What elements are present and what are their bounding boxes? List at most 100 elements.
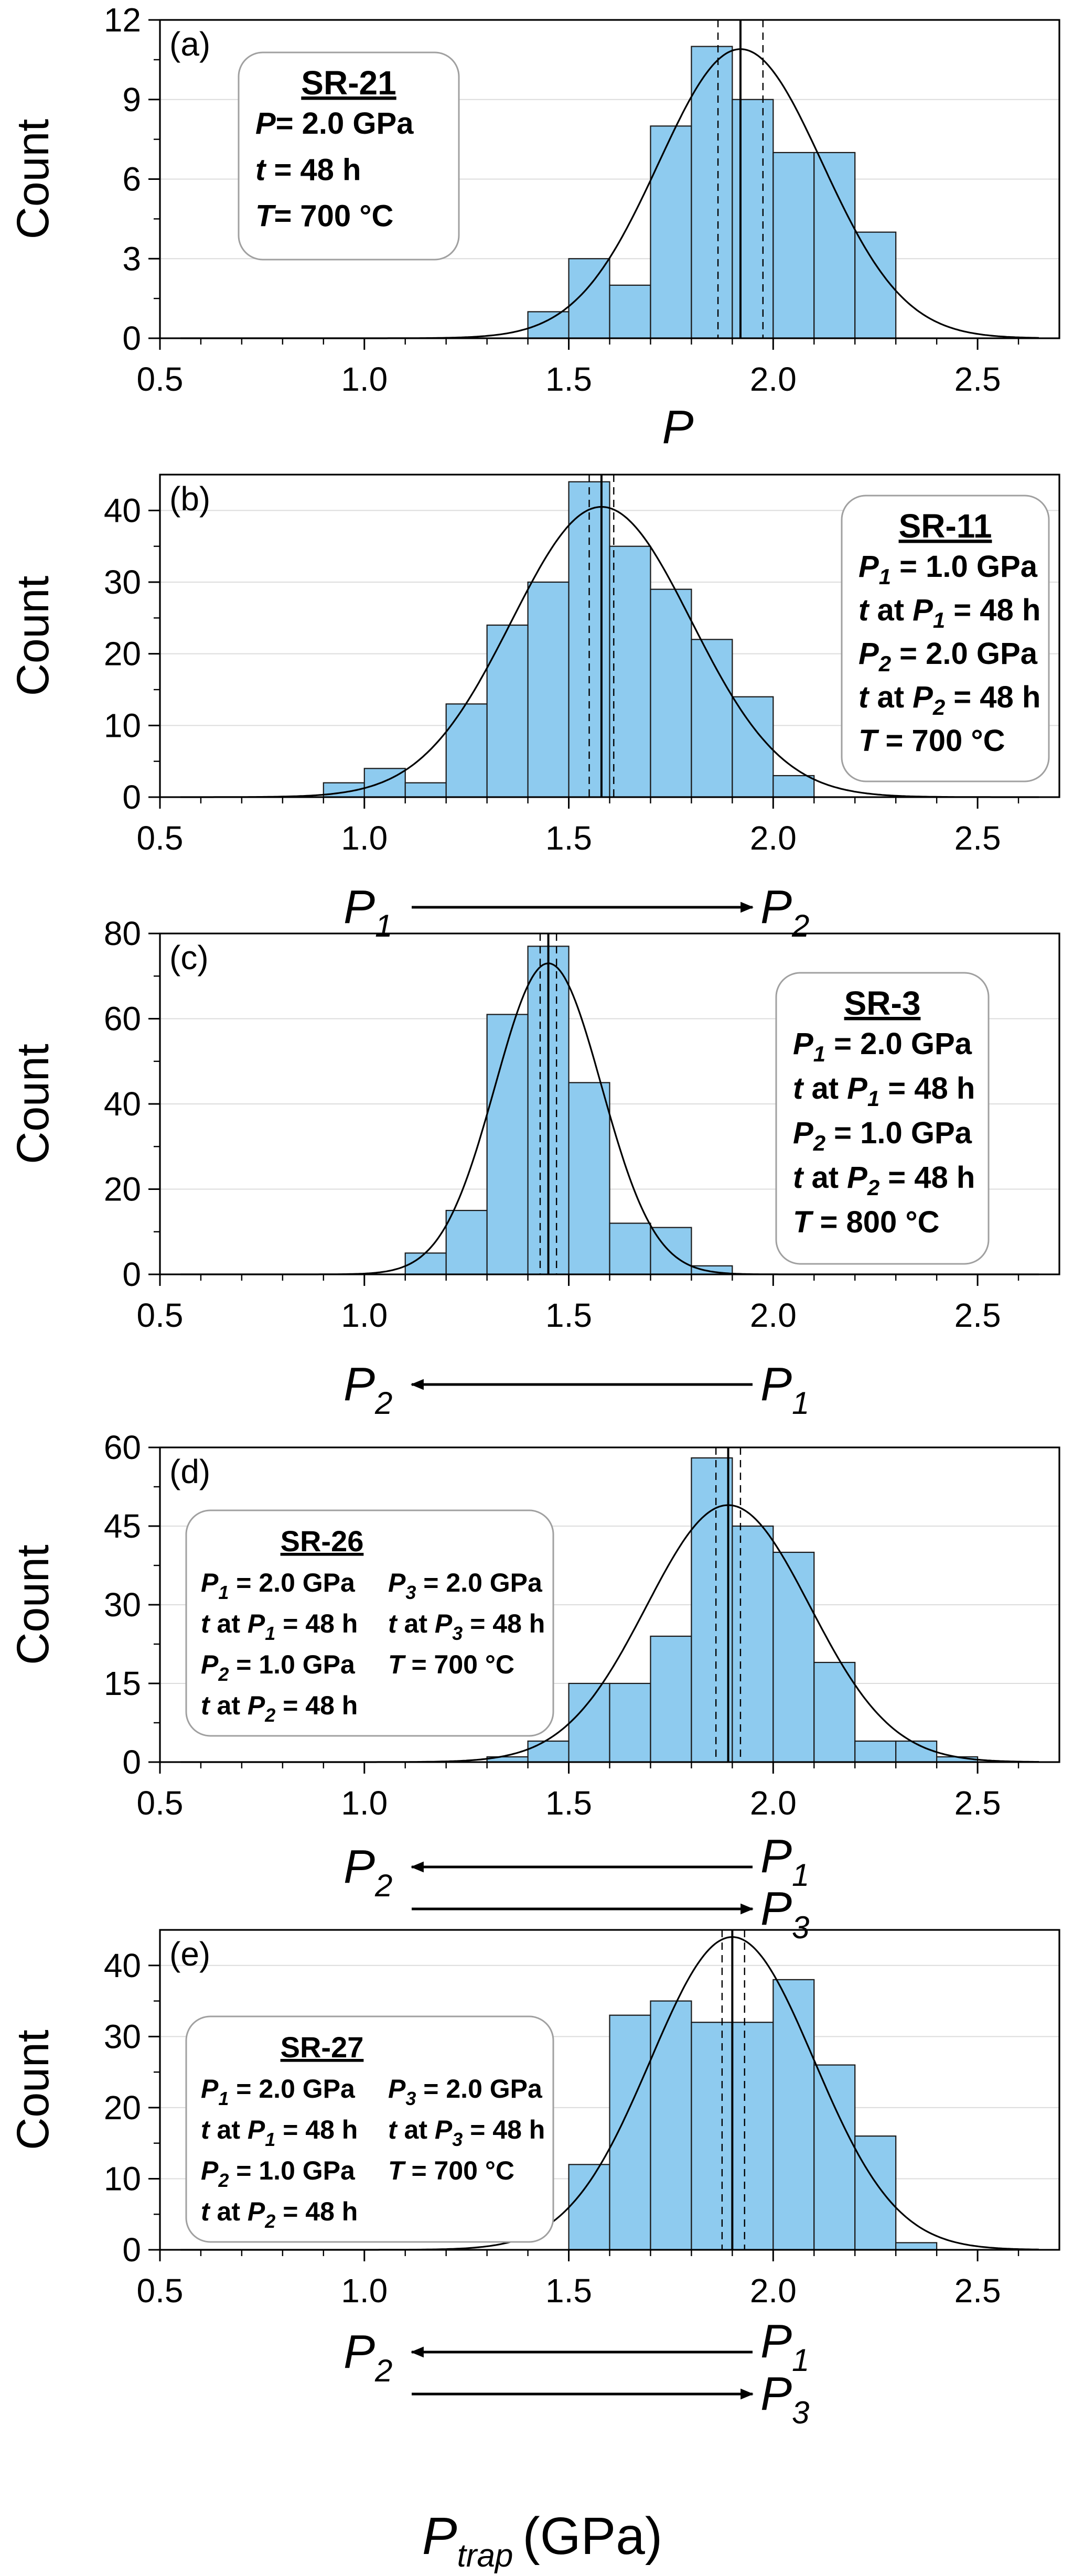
sample-title: SR-21 — [301, 64, 396, 102]
sample-param-var2: P — [248, 1691, 265, 1720]
sample-param-rest: = 2.0 GPa — [416, 1568, 543, 1597]
y-tick-label: 20 — [104, 2089, 141, 2127]
arrow-right-label: P1 — [760, 1830, 809, 1893]
arrow-left-label: P1 — [344, 881, 392, 943]
sample-param: T = 800 °C — [793, 1205, 940, 1239]
arrow-left-label-sub: 1 — [375, 908, 392, 943]
arrow-right-label: P1 — [760, 2315, 809, 2378]
histogram-bar — [650, 2000, 692, 2251]
y-tick-label: 0 — [122, 778, 141, 816]
y-tick-label: 0 — [122, 1743, 141, 1781]
x-tick-label: 2.0 — [750, 2272, 797, 2310]
sample-param-sub: 2 — [264, 1704, 275, 1726]
histogram-bar — [568, 1082, 610, 1275]
x-tick-label: 1.5 — [545, 819, 592, 857]
sample-param: T = 700 °C — [858, 724, 1005, 758]
sample-param-rest: = 48 h — [463, 1609, 545, 1638]
sample-box-frame — [841, 495, 1050, 782]
y-tick-label: 15 — [104, 1665, 141, 1702]
sample-param-var: t — [793, 1161, 804, 1195]
histogram-bar — [732, 696, 774, 798]
arrow-left-label: P2 — [344, 1358, 392, 1421]
panel-label: (c) — [169, 939, 209, 976]
sample-param-rest: = 2.0 GPa — [229, 1568, 356, 1597]
sample-param-rest: = 48 h — [275, 1609, 358, 1638]
sample-param-rest: = 700 °C — [877, 724, 1005, 758]
y-tick-label: 40 — [104, 1947, 141, 1984]
sample-param-var: P — [793, 1027, 813, 1061]
histogram-bar — [445, 703, 488, 798]
sample-box-frame — [185, 2015, 554, 2243]
panel-label: (d) — [169, 1453, 210, 1490]
sample-param: P2 = 1.0 GPa — [201, 2156, 356, 2191]
y-tick-label: 60 — [104, 1000, 141, 1038]
histogram-bar — [568, 258, 610, 339]
sample-param-at: at — [210, 1609, 248, 1638]
x-axis-title-sub: trap — [457, 2538, 513, 2574]
sample-param-var: P — [201, 2074, 219, 2103]
panel-label: (a) — [169, 25, 210, 63]
histogram-bar — [691, 639, 733, 798]
histogram-bar — [650, 588, 692, 798]
histogram-bar — [404, 1252, 447, 1275]
x-axis-title: Ptrap (GPa) — [422, 2507, 662, 2574]
sample-param: t at P1 = 48 h — [201, 1609, 358, 1644]
sample-param-rest: = 700 °C — [274, 199, 393, 233]
x-tick-label: 2.5 — [954, 2272, 1001, 2310]
sample-param-sub: 1 — [218, 2088, 229, 2109]
sample-param-at: at — [210, 2115, 248, 2144]
histogram-bar — [813, 1661, 856, 1763]
x-tick-label: 1.0 — [341, 1784, 388, 1822]
y-axis-label: Count — [8, 119, 58, 240]
sample-title: SR-11 — [899, 507, 992, 545]
histogram-bar — [363, 768, 406, 798]
arrow-left-label: P2 — [344, 2326, 392, 2388]
arrow-right-label-var: P — [760, 1358, 792, 1411]
sample-param-sub: 2 — [218, 1663, 229, 1685]
sample-box-frame — [775, 972, 990, 1265]
histogram-bar — [609, 1222, 651, 1275]
histogram-bar — [404, 782, 447, 798]
x-tick-label: 0.5 — [137, 1784, 184, 1822]
sample-param-sub: 3 — [452, 2129, 463, 2150]
histogram-bar — [609, 2014, 651, 2251]
x-tick-label: 2.5 — [954, 1296, 1001, 1334]
sample-param-rest: = 800 °C — [811, 1205, 939, 1239]
y-tick-label: 80 — [104, 915, 141, 952]
sample-param-rest: = 2.0 GPa — [229, 2074, 356, 2103]
sample-param-rest: = 48 h — [879, 1161, 975, 1195]
histogram-bar — [527, 1740, 570, 1763]
sample-param-var: t — [388, 2115, 398, 2144]
y-tick-label: 30 — [104, 563, 141, 601]
x-tick-label: 0.5 — [137, 1296, 184, 1334]
x-tick-label: 1.5 — [545, 2272, 592, 2310]
sample-param-sub: 3 — [405, 2088, 416, 2109]
sample-param: P1 = 2.0 GPa — [201, 2074, 356, 2109]
arrow-left-label: P2 — [344, 1841, 392, 1903]
sample-param-rest: = 48 h — [463, 2115, 545, 2144]
histogram-bar — [854, 1740, 897, 1763]
arrow-left-label-var: P — [344, 1841, 375, 1893]
x-axis-title-units: (GPa) — [522, 2507, 662, 2566]
x-tick-label: 0.5 — [137, 2272, 184, 2310]
arrow-right-label-sub: 1 — [792, 1386, 809, 1421]
sample-param-var: P — [793, 1116, 813, 1150]
sample-param-var: P — [201, 2156, 219, 2185]
histogram-bar — [445, 1210, 488, 1275]
arrow-right-label: P3 — [760, 2368, 809, 2430]
sample-param: t at P2 = 48 h — [793, 1161, 975, 1200]
sample-param-var: t — [388, 1609, 398, 1638]
x-tick-label: 0.5 — [137, 360, 184, 398]
sample-param-at: at — [868, 593, 913, 627]
histogram-bar — [568, 2164, 610, 2251]
y-tick-label: 0 — [122, 319, 141, 357]
y-tick-label: 6 — [122, 160, 141, 198]
sample-param-rest: = 48 h — [879, 1071, 975, 1105]
histogram-bar — [813, 2064, 856, 2251]
